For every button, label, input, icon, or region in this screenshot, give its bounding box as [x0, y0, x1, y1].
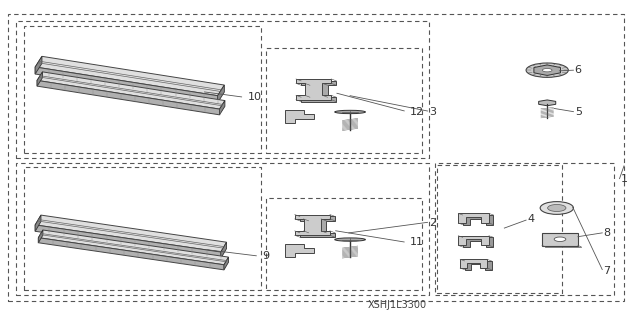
Text: 7: 7	[604, 265, 611, 276]
Bar	[266, 48, 422, 153]
Bar	[24, 26, 261, 153]
Ellipse shape	[548, 204, 566, 211]
Polygon shape	[35, 56, 42, 74]
Polygon shape	[294, 214, 330, 235]
Polygon shape	[463, 237, 493, 247]
Polygon shape	[38, 238, 224, 270]
Polygon shape	[534, 65, 561, 75]
Text: 6: 6	[575, 65, 582, 75]
Text: 3: 3	[429, 107, 436, 117]
Ellipse shape	[335, 110, 365, 114]
Ellipse shape	[526, 63, 568, 77]
Polygon shape	[465, 261, 492, 270]
Text: XSHJ1L3300: XSHJ1L3300	[367, 300, 426, 310]
Polygon shape	[35, 215, 41, 231]
Ellipse shape	[335, 238, 365, 241]
Bar	[16, 163, 429, 295]
Bar	[16, 21, 429, 158]
Polygon shape	[37, 80, 220, 115]
Polygon shape	[38, 230, 43, 243]
Polygon shape	[38, 230, 228, 265]
Text: 9: 9	[262, 251, 269, 261]
Polygon shape	[220, 100, 225, 115]
Polygon shape	[300, 216, 335, 237]
Polygon shape	[285, 244, 314, 257]
Polygon shape	[460, 259, 487, 268]
Bar	[266, 198, 422, 290]
Ellipse shape	[554, 237, 566, 241]
Polygon shape	[37, 72, 42, 86]
Text: 2: 2	[429, 218, 436, 228]
Bar	[437, 165, 562, 293]
Bar	[24, 167, 261, 290]
Polygon shape	[35, 225, 221, 258]
Polygon shape	[296, 79, 332, 100]
Text: 4: 4	[527, 214, 534, 225]
Text: 11: 11	[410, 237, 424, 248]
Polygon shape	[35, 215, 227, 252]
Text: 8: 8	[604, 228, 611, 238]
Polygon shape	[37, 72, 225, 109]
Polygon shape	[463, 215, 493, 225]
Ellipse shape	[543, 69, 552, 72]
Polygon shape	[218, 85, 225, 103]
Text: 5: 5	[575, 107, 582, 117]
Bar	[542, 233, 578, 246]
Polygon shape	[301, 81, 337, 102]
Polygon shape	[35, 67, 218, 103]
Polygon shape	[458, 236, 489, 245]
Polygon shape	[221, 242, 227, 258]
Polygon shape	[539, 100, 556, 106]
Polygon shape	[224, 257, 228, 270]
Polygon shape	[458, 213, 489, 223]
Text: 12: 12	[410, 107, 424, 117]
Bar	[435, 163, 614, 295]
Ellipse shape	[540, 202, 573, 214]
Text: 10: 10	[248, 92, 262, 102]
Polygon shape	[35, 56, 225, 96]
Text: 1: 1	[621, 174, 628, 184]
Polygon shape	[285, 110, 314, 123]
